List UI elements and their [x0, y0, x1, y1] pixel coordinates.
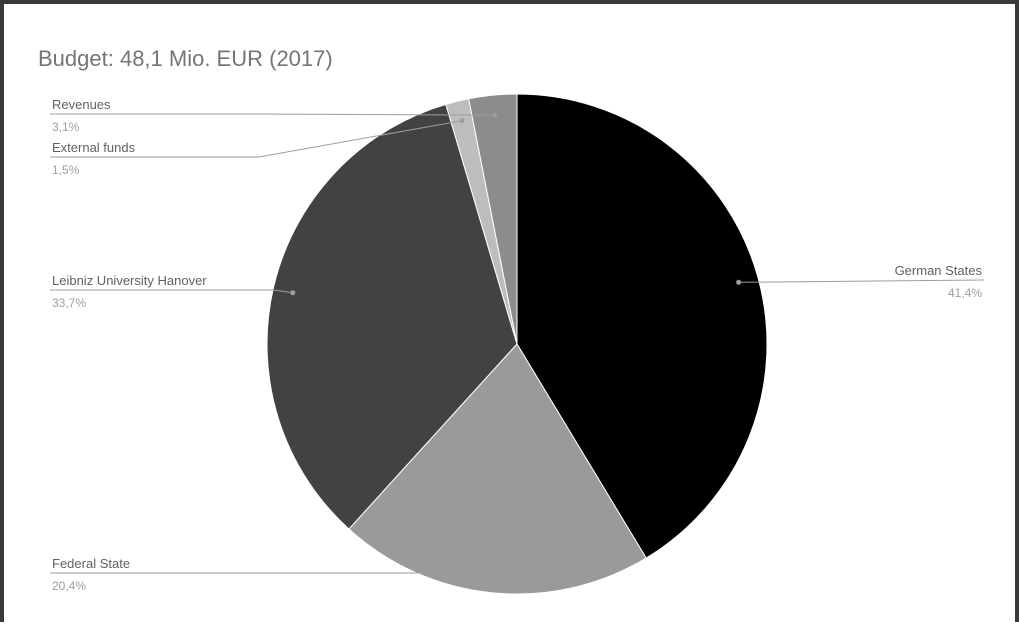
leader-line-leibniz-university-hanover — [50, 290, 293, 293]
slice-value-german-states: 41,4% — [948, 286, 982, 300]
slice-value-revenues: 3,1% — [52, 120, 80, 134]
slice-value-external-funds: 1,5% — [52, 163, 80, 177]
slice-label-external-funds: External funds — [52, 140, 136, 155]
chart-title: Budget: 48,1 Mio. EUR (2017) — [38, 46, 333, 71]
leader-line-german-states — [739, 280, 984, 282]
pie-slices — [267, 94, 767, 594]
slice-label-german-states: German States — [895, 263, 983, 278]
slice-value-federal-state: 20,4% — [52, 579, 86, 593]
pie-chart: Budget: 48,1 Mio. EUR (2017) German Stat… — [4, 4, 1019, 626]
slice-label-leibniz-university-hanover: Leibniz University Hanover — [52, 273, 207, 288]
slice-label-revenues: Revenues — [52, 97, 111, 112]
slice-label-federal-state: Federal State — [52, 556, 130, 571]
slice-value-leibniz-university-hanover: 33,7% — [52, 296, 86, 310]
